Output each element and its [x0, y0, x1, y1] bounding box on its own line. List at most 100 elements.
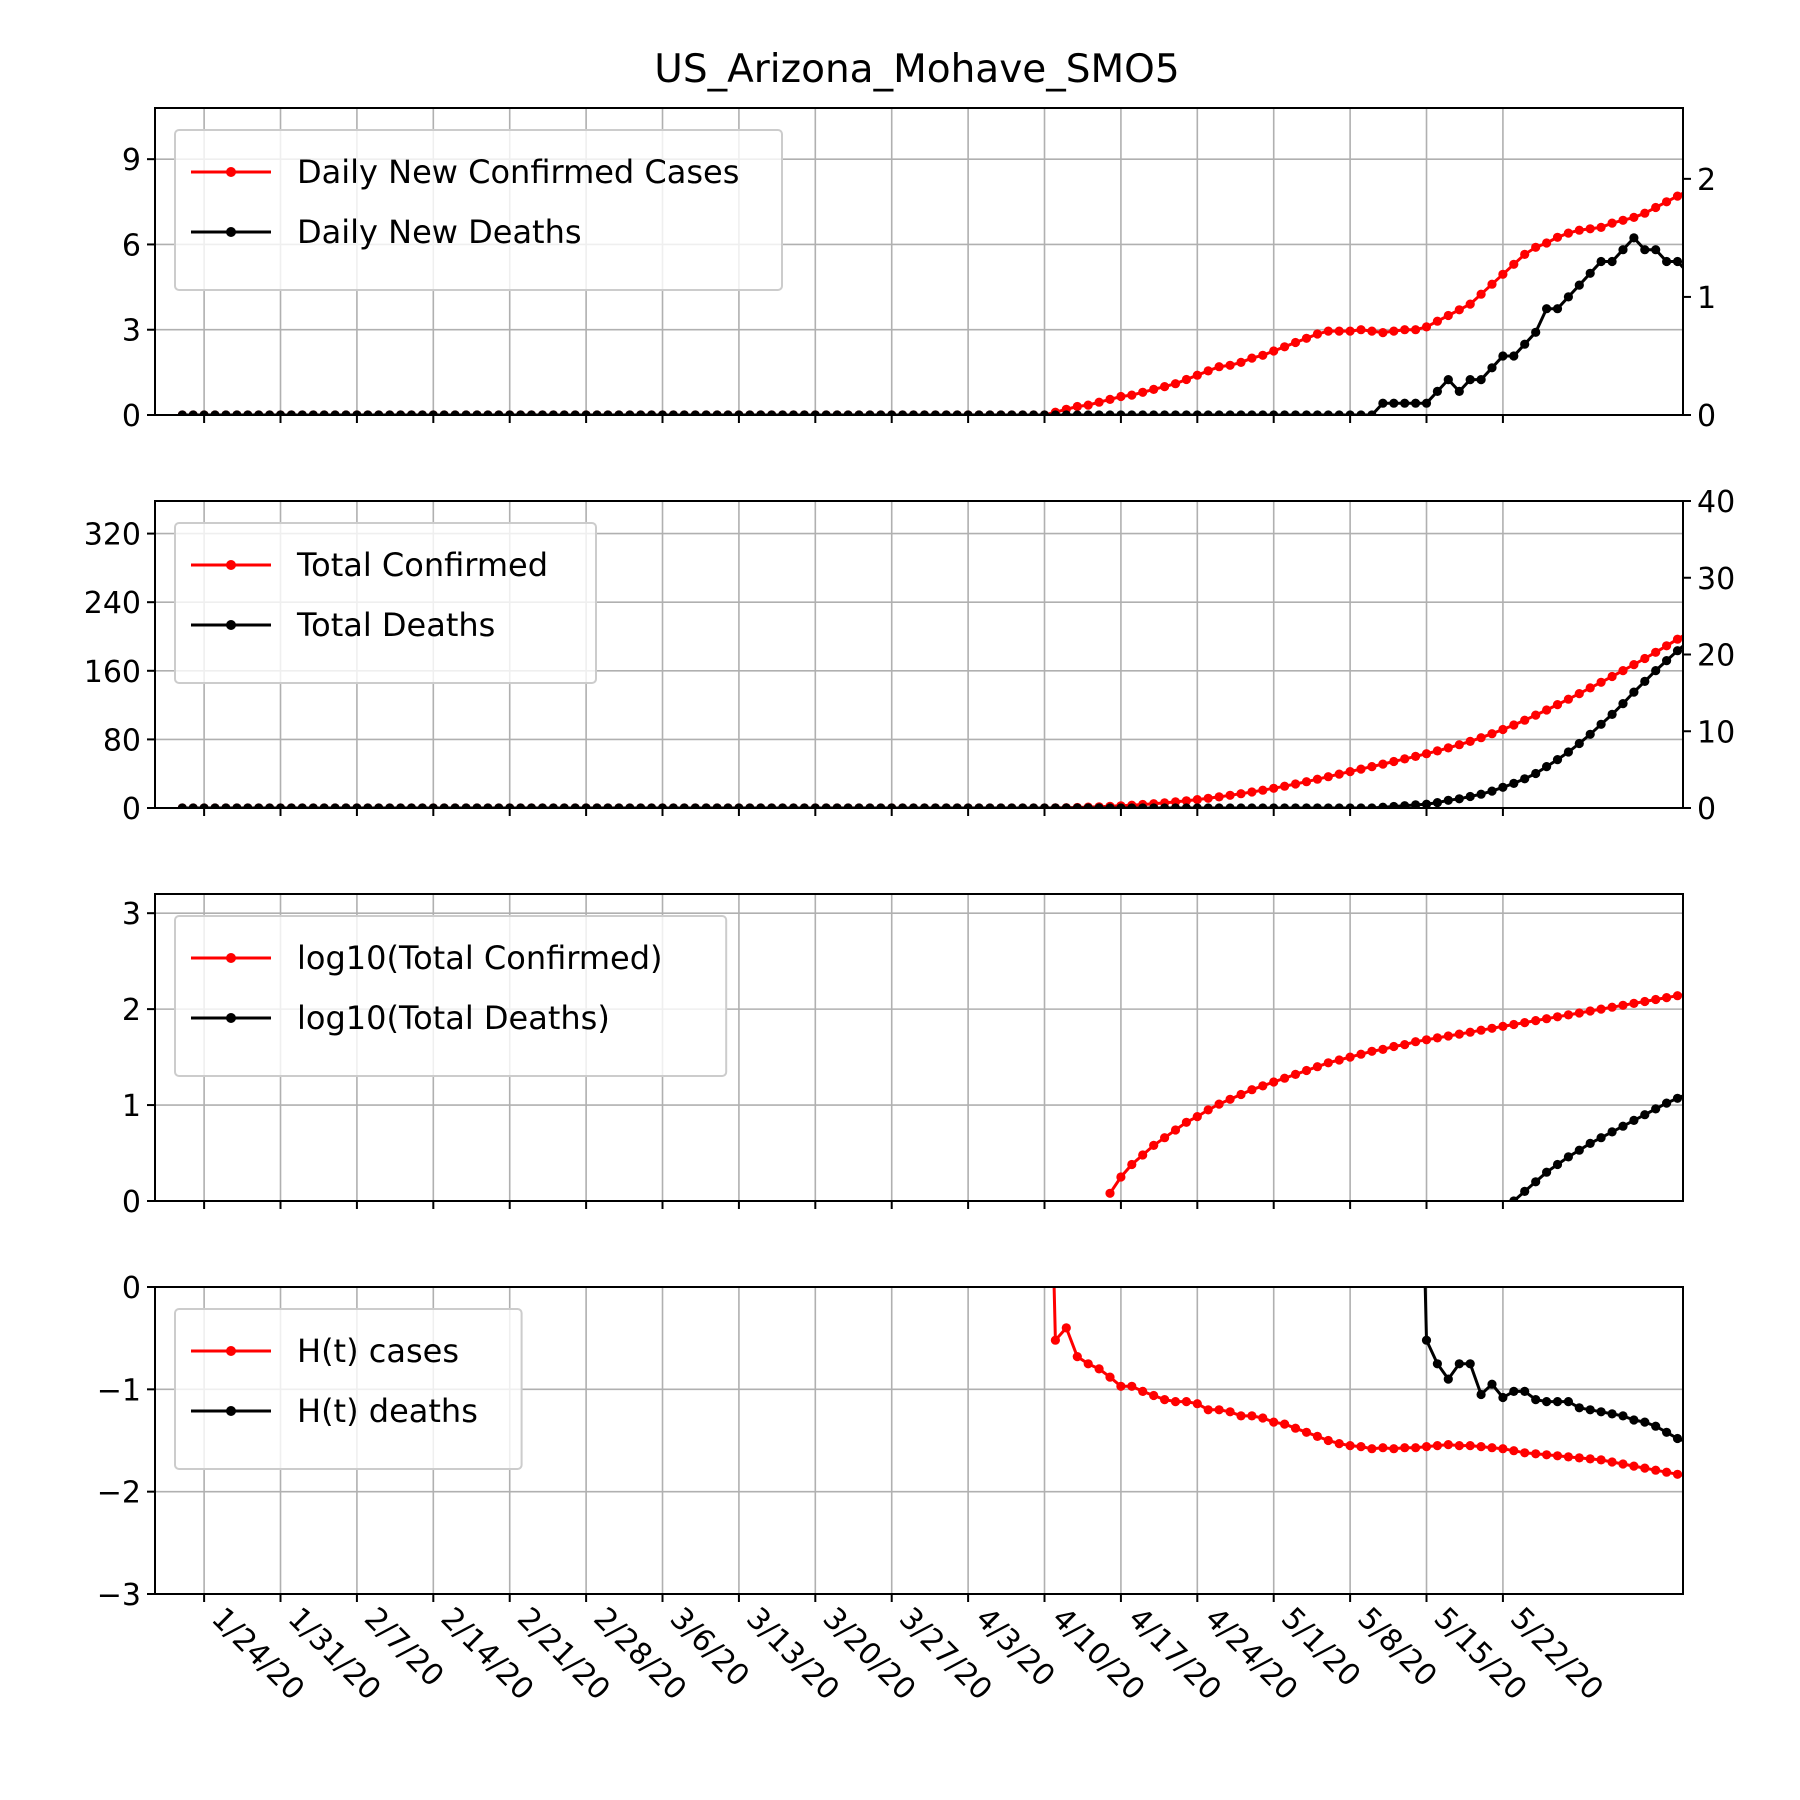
data-point [1629, 998, 1639, 1009]
data-point [1214, 1099, 1224, 1109]
data-point [1301, 803, 1312, 808]
data-point [865, 803, 875, 808]
data-point [1072, 1352, 1082, 1362]
data-point [1662, 641, 1672, 651]
data-point [1520, 715, 1530, 725]
data-point [1542, 304, 1552, 314]
data-point [898, 410, 908, 415]
data-point [1640, 245, 1650, 255]
data-point [952, 410, 962, 415]
data-point [810, 803, 820, 808]
data-point [1487, 363, 1497, 373]
data-point [1192, 1399, 1202, 1409]
data-point [1138, 410, 1148, 415]
data-point [1290, 779, 1301, 789]
data-point [1236, 789, 1246, 799]
data-point [1563, 228, 1573, 238]
data-point [1400, 325, 1410, 335]
data-point [1367, 1444, 1377, 1454]
data-point [1203, 1405, 1213, 1415]
data-point [701, 410, 711, 415]
data-point [908, 410, 919, 415]
data-point [1236, 803, 1246, 808]
data-point [1443, 310, 1453, 321]
data-point [1203, 366, 1213, 376]
data-point [1214, 1405, 1224, 1415]
data-point [603, 803, 613, 808]
data-point [1662, 656, 1672, 666]
y-tick-label: 0 [122, 792, 141, 827]
data-point [1367, 1046, 1377, 1056]
data-point [1542, 762, 1552, 772]
data-point [1531, 1177, 1541, 1187]
legend-label-h-t-deaths: H(t) deaths [297, 1392, 478, 1430]
data-point [1552, 1012, 1563, 1022]
data-point [1520, 774, 1530, 784]
data-point [636, 803, 646, 808]
data-point [1214, 410, 1224, 415]
data-point [1411, 800, 1421, 808]
data-point [1083, 410, 1093, 415]
panel-frame [154, 107, 1684, 416]
data-point [1618, 245, 1628, 255]
data-point [1400, 398, 1410, 408]
data-point [1476, 1025, 1486, 1035]
data-point [1465, 1441, 1475, 1451]
data-point [690, 410, 700, 415]
data-point [1105, 1188, 1115, 1198]
data-point [1290, 803, 1301, 808]
data-point [1596, 1133, 1606, 1143]
data-point [1432, 1033, 1442, 1043]
legend: Daily New Confirmed Cases Daily New Death… [174, 129, 783, 291]
data-point [1552, 232, 1563, 242]
data-point [1421, 398, 1432, 408]
data-point [832, 803, 842, 808]
data-point [887, 410, 897, 415]
data-point [1476, 289, 1486, 299]
legend-swatch-marker-log10-total-deaths [226, 1013, 236, 1023]
data-point [516, 803, 526, 808]
data-point [1498, 351, 1508, 361]
data-point [396, 803, 406, 808]
data-point [1094, 1364, 1104, 1374]
data-point [1465, 299, 1475, 309]
data-point [1345, 767, 1355, 777]
data-point [898, 803, 908, 808]
data-point [1509, 720, 1519, 730]
data-point [690, 803, 700, 808]
data-point [1552, 304, 1563, 314]
data-point [330, 803, 340, 808]
data-point [1050, 1335, 1060, 1345]
data-point [581, 410, 591, 415]
data-point [996, 803, 1006, 808]
data-point [1509, 778, 1519, 789]
data-point [1323, 1058, 1333, 1068]
data-point [1629, 1415, 1639, 1425]
data-point [1672, 256, 1683, 267]
data-point [1596, 1004, 1606, 1014]
data-point [1552, 1159, 1563, 1170]
data-point [1454, 1029, 1464, 1039]
data-point [1487, 1379, 1497, 1389]
data-point [1563, 1452, 1573, 1462]
data-point [1378, 328, 1388, 338]
data-point [865, 410, 875, 415]
data-point [1487, 1023, 1497, 1033]
data-point [1629, 233, 1639, 243]
data-point [1607, 218, 1617, 228]
data-point [505, 803, 515, 808]
data-point [657, 410, 668, 415]
data-point [636, 410, 646, 415]
data-point [1421, 799, 1432, 808]
data-point [1290, 1423, 1301, 1433]
data-point [1454, 386, 1464, 396]
data-point [439, 410, 449, 415]
y-tick-label: −1 [97, 1373, 141, 1408]
panel-frame [154, 1286, 1684, 1595]
data-point [1542, 1397, 1552, 1407]
legend-label-daily-new-confirmed-cases: Daily New Confirmed Cases [297, 153, 739, 191]
data-point [1039, 410, 1050, 415]
data-point [1301, 410, 1312, 415]
data-point [1149, 803, 1159, 808]
